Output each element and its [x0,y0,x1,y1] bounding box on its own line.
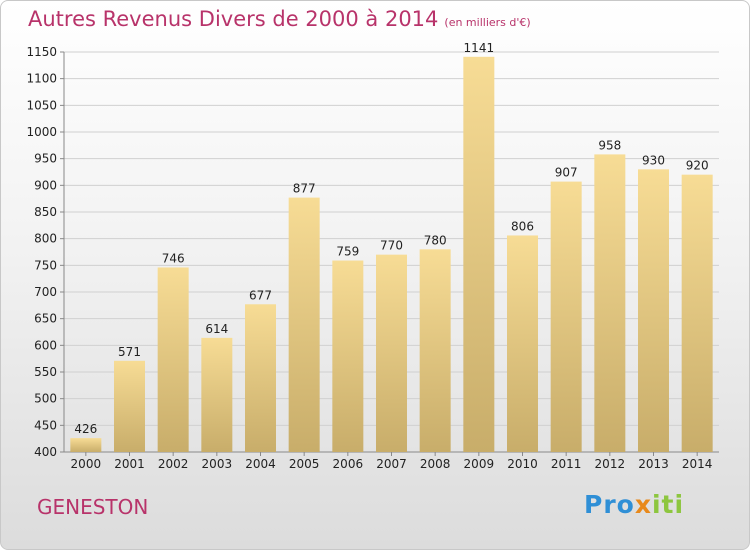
bar-2007 [376,254,407,452]
y-tick-label: 650 [34,312,57,326]
bar-2001 [114,360,145,452]
x-tick-label: 2011 [551,457,582,471]
bar-2012 [594,154,626,452]
y-tick-label: 1000 [26,125,57,139]
x-tick-label: 2003 [202,457,233,471]
x-tick-label: 2001 [114,457,145,471]
bar-2002 [157,267,189,452]
data-label: 677 [249,288,272,302]
bar-2005 [288,197,320,452]
x-tick-label: 2000 [71,457,102,471]
x-tick-label: 2010 [507,457,538,471]
y-tick-label: 550 [34,365,57,379]
bar-2006 [332,260,364,452]
data-label: 1141 [464,41,495,55]
chart-subtitle: (en milliers d'€) [444,16,531,29]
x-tick-label: 2014 [682,457,713,471]
y-tick-label: 400 [34,445,57,459]
data-label: 806 [511,219,534,233]
logo-part-2: x [634,490,652,519]
data-label: 780 [424,233,447,247]
x-tick-label: 2009 [464,457,495,471]
y-tick-label: 850 [34,205,57,219]
x-tick-label: 2002 [158,457,189,471]
x-tick-label: 2008 [420,457,451,471]
data-label: 614 [205,322,228,336]
bar-2003 [201,337,233,452]
bar-2009 [463,56,495,453]
y-tick-label: 500 [34,392,57,406]
proxiti-logo: Proxiti [584,490,684,519]
y-tick-label: 700 [34,285,57,299]
logo-part-1: Pro [584,490,635,519]
data-label: 920 [686,159,709,173]
chart-title: Autres Revenus Divers de 2000 à 2014 (en … [28,7,531,31]
x-tick-label: 2013 [638,457,669,471]
logo-part-3: iti [651,490,685,519]
y-tick-label: 800 [34,232,57,246]
bar-2013 [638,169,669,453]
data-label: 770 [380,239,403,253]
data-label: 930 [642,153,665,167]
bar-2010 [507,235,538,452]
x-tick-label: 2007 [376,457,407,471]
data-label: 877 [293,182,316,196]
x-tick-label: 2005 [289,457,320,471]
x-tick-label: 2012 [595,457,626,471]
bar-2011 [550,181,582,452]
bar-2000 [70,438,102,452]
data-label: 426 [74,422,97,436]
data-label: 571 [118,345,141,359]
y-tick-label: 900 [34,178,57,192]
y-tick-label: 1100 [26,72,57,86]
x-tick-label: 2006 [333,457,364,471]
data-label: 907 [555,166,578,180]
chart-title-text: Autres Revenus Divers de 2000 à 2014 [28,7,439,31]
y-tick-label: 1150 [26,45,57,59]
bar-2004 [245,304,276,452]
y-tick-label: 950 [34,152,57,166]
data-label: 958 [598,138,621,152]
y-tick-label: 600 [34,338,57,352]
data-label: 746 [162,251,185,265]
y-tick-label: 1050 [26,98,57,112]
data-label: 759 [336,245,359,259]
bar-2008 [419,249,451,452]
bar-2014 [681,174,713,452]
y-tick-label: 750 [34,258,57,272]
x-tick-label: 2004 [245,457,276,471]
place-name: GENESTON [37,495,149,519]
y-tick-label: 450 [34,418,57,432]
